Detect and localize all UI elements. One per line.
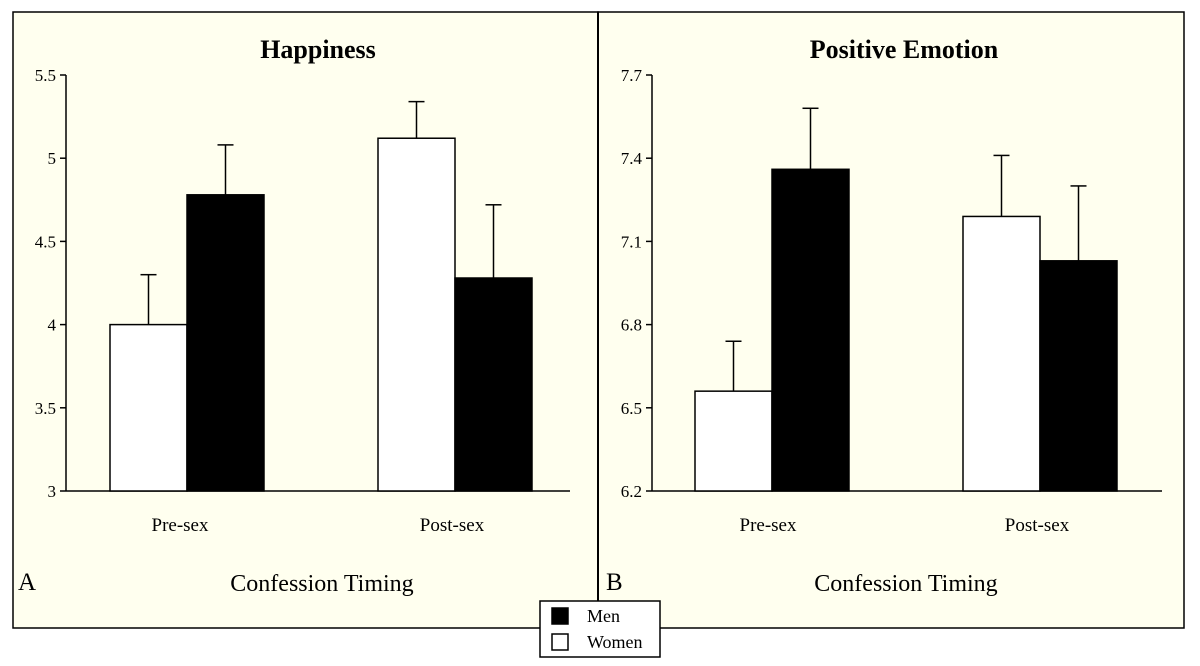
- bar-men-pre-sex: [771, 168, 850, 492]
- bar-women-post-sex: [377, 137, 456, 492]
- y-tick-label: 3.5: [35, 399, 56, 418]
- chart-title: Happiness: [260, 35, 376, 64]
- y-tick-label: 4: [48, 316, 57, 335]
- panel-b-positive-emotion: Positive Emotion 6.2 6.5 6.8 7.1 7.4 7.7 Pre-s…: [606, 35, 1162, 597]
- panel-letter: B: [606, 569, 623, 596]
- legend-label-women: Women: [587, 632, 643, 652]
- plot-area: 3 3.5 4 4.5 5 5.5 Pre-sex Post-sex: [35, 66, 570, 536]
- bar-men-pre-sex: [186, 194, 265, 492]
- y-tick-label: 5.5: [35, 66, 56, 85]
- legend-swatch-women: [551, 633, 569, 651]
- panel-letter: A: [18, 569, 36, 596]
- category-label: Pre-sex: [152, 515, 209, 536]
- chart-title: Positive Emotion: [810, 35, 999, 64]
- y-tick-label: 4.5: [35, 232, 56, 251]
- y-tick-label: 5: [48, 149, 57, 168]
- bar-women-pre-sex: [109, 323, 188, 492]
- bar-men-post-sex: [454, 277, 533, 492]
- category-label: Post-sex: [420, 515, 485, 536]
- legend: Men Women: [539, 600, 661, 658]
- x-axis-label: Confession Timing: [814, 571, 997, 597]
- plot-area: 6.2 6.5 6.8 7.1 7.4 7.7 Pre-sex Post-sex: [621, 66, 1162, 536]
- y-tick-label: 6.8: [621, 316, 642, 335]
- bar-women-post-sex: [962, 215, 1041, 492]
- y-tick-label: 6.5: [621, 399, 642, 418]
- y-tick-label: 6.2: [621, 482, 642, 501]
- y-tick-label: 3: [48, 482, 57, 501]
- bar-men-post-sex: [1039, 260, 1118, 492]
- y-tick-label: 7.1: [621, 232, 642, 251]
- category-label: Pre-sex: [740, 515, 797, 536]
- legend-swatch-men: [551, 607, 569, 625]
- y-tick-label: 7.7: [621, 66, 643, 85]
- legend-label-men: Men: [587, 606, 620, 626]
- y-tick-label: 7.4: [621, 149, 643, 168]
- x-axis-label: Confession Timing: [230, 571, 413, 597]
- bar-women-pre-sex: [694, 390, 773, 492]
- category-label: Post-sex: [1005, 515, 1070, 536]
